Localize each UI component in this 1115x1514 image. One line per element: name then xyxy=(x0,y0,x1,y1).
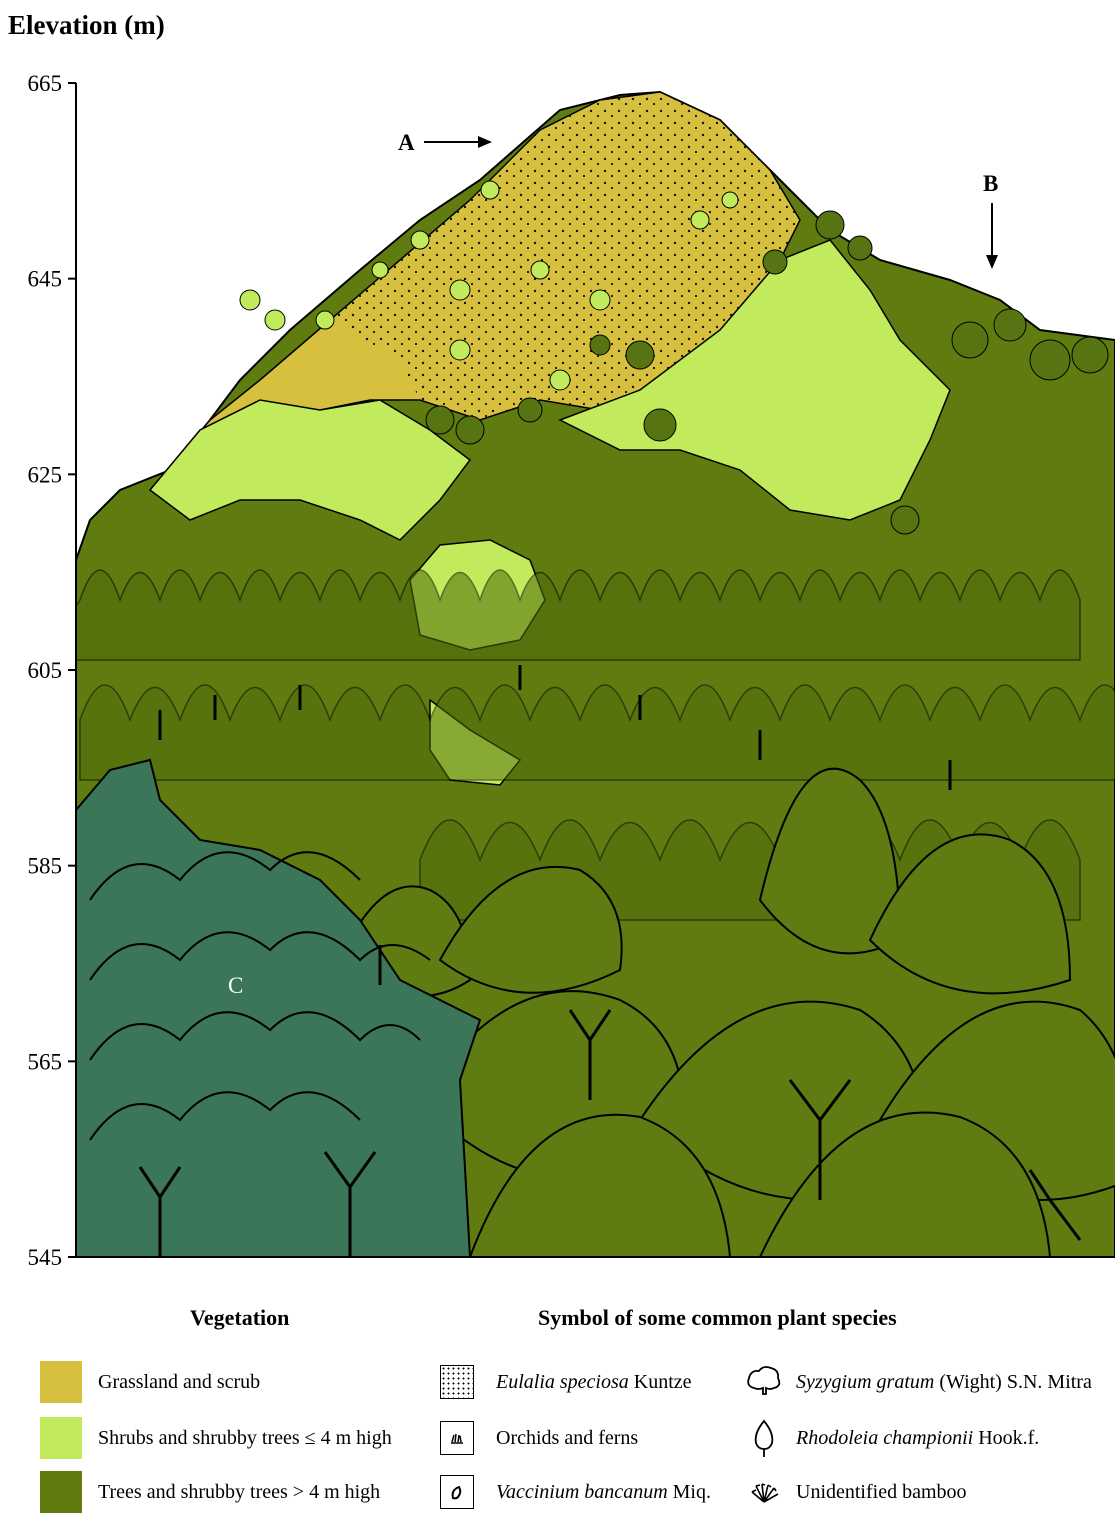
legend-grassland: Grassland and scrub xyxy=(40,1360,260,1404)
y-tick-label: 585 xyxy=(28,854,63,879)
shrub-crowns xyxy=(239,180,739,391)
y-tick-label: 565 xyxy=(28,1049,63,1074)
legend-eulalia: Eulalia speciosa Kuntze xyxy=(440,1360,692,1404)
bamboo-icon xyxy=(751,1483,779,1503)
orchids-label: Orchids and ferns xyxy=(496,1426,639,1449)
vaccinium-leaf-icon xyxy=(440,1475,474,1509)
small-crowns xyxy=(425,210,1109,535)
branch-strokes xyxy=(138,665,1082,1257)
marker-b-label: B xyxy=(983,171,998,196)
y-tick-label: 605 xyxy=(28,658,63,683)
marker-c-label: C xyxy=(228,973,243,998)
vegetation-profile-illustration: 665 645 625 605 585 565 545 A B C xyxy=(28,71,1115,1270)
upper-canopy xyxy=(76,569,1115,921)
teardrop-tree-icon xyxy=(754,1419,774,1457)
legend-trees: Trees and shrubby trees > 4 m high xyxy=(40,1470,380,1514)
grassland-label: Grassland and scrub xyxy=(98,1370,261,1393)
symbols-legend-heading: Symbol of some common plant species xyxy=(538,1305,897,1330)
bamboo-label: Unidentified bamboo xyxy=(796,1480,967,1503)
grassland-swatch xyxy=(40,1361,82,1403)
teal-tree-crowns xyxy=(89,851,431,1141)
vaccinium-author: Miq. xyxy=(667,1480,711,1503)
grassland-stipple xyxy=(330,92,800,420)
legend-vaccinium: Vaccinium bancanum Miq. xyxy=(440,1470,711,1514)
eulalia-name: Eulalia speciosa xyxy=(496,1370,629,1393)
vaccinium-name: Vaccinium bancanum xyxy=(496,1480,668,1503)
shrub-zone-right xyxy=(558,239,951,521)
y-axis-title: Elevation (m) xyxy=(8,10,165,40)
legend-rhodoleia: Rhodoleia championii Hook.f. xyxy=(744,1416,1039,1460)
legend-bamboo: Unidentified bamboo xyxy=(744,1470,967,1514)
legend-syzygium: Syzygium gratum (Wight) S.N. Mitra xyxy=(744,1360,1092,1404)
syzygium-name: Syzygium gratum xyxy=(796,1370,935,1393)
rhodoleia-name: Rhodoleia championii xyxy=(796,1426,974,1449)
syzygium-author: (Wight) S.N. Mitra xyxy=(934,1370,1092,1393)
y-tick-label: 665 xyxy=(28,71,63,96)
eulalia-author: Kuntze xyxy=(628,1370,692,1393)
y-tick-label: 625 xyxy=(28,462,63,487)
legend-orchids: Orchids and ferns xyxy=(440,1416,638,1460)
vegetation-legend-heading: Vegetation xyxy=(190,1305,290,1330)
stipple-icon xyxy=(440,1365,474,1399)
y-tick-label: 645 xyxy=(28,267,63,292)
rhodoleia-author: Hook.f. xyxy=(973,1426,1040,1449)
orchid-fern-icon xyxy=(440,1421,474,1455)
y-tick-label: 545 xyxy=(28,1245,63,1270)
teal-tree-cluster xyxy=(76,758,482,1257)
marker-a-arrow-head xyxy=(478,136,492,148)
legend-shrubs: Shrubs and shrubby trees ≤ 4 m high xyxy=(40,1416,392,1460)
shrubs-swatch xyxy=(40,1417,82,1459)
trees-label: Trees and shrubby trees > 4 m high xyxy=(98,1480,381,1503)
marker-a-label: A xyxy=(398,130,415,155)
y-axis-ticks: 665 645 625 605 585 565 545 xyxy=(28,71,76,1270)
shrubs-label: Shrubs and shrubby trees ≤ 4 m high xyxy=(98,1426,392,1449)
trees-swatch xyxy=(40,1471,82,1513)
cloud-tree-icon xyxy=(747,1366,781,1395)
shrub-zone-left xyxy=(148,399,472,541)
marker-b-arrow-head xyxy=(986,255,998,269)
